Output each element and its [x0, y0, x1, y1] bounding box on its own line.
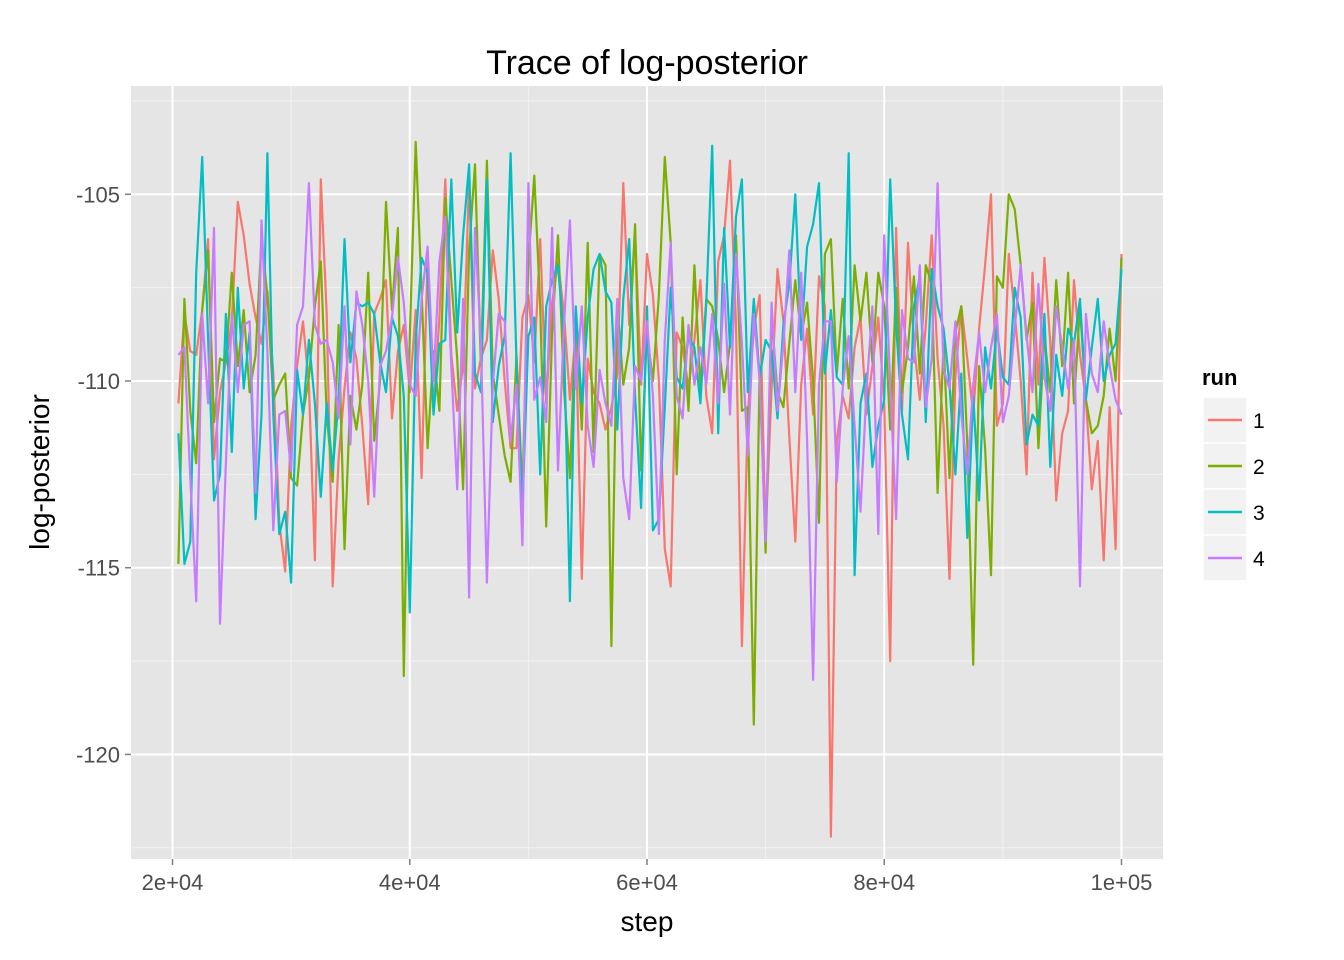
legend: run 1 2 3 4 — [1202, 365, 1265, 582]
y-tick-label: -105 — [76, 182, 120, 207]
legend-label: 4 — [1253, 548, 1265, 571]
y-tick-label: -115 — [78, 556, 120, 581]
x-tick-label: 6e+04 — [616, 870, 678, 895]
y-axis-ticks: -105 -110 -115 -120 — [76, 182, 131, 767]
x-axis-ticks: 2e+04 4e+04 6e+04 8e+04 1e+05 — [142, 859, 1153, 895]
legend-label: 1 — [1253, 410, 1265, 433]
chart-title: Trace of log-posterior — [486, 44, 808, 82]
series-line-run-4 — [177, 182, 1123, 681]
series-lines — [177, 140, 1123, 838]
series-line-run-3 — [177, 144, 1123, 614]
x-tick-label: 1e+05 — [1091, 870, 1153, 895]
y-tick-label: -110 — [78, 369, 120, 394]
legend-title: run — [1202, 365, 1237, 390]
x-tick-label: 8e+04 — [853, 870, 915, 895]
x-axis-title: step — [621, 906, 674, 937]
y-axis-title: log-posterior — [24, 394, 55, 550]
y-tick-label: -120 — [76, 742, 120, 767]
legend-label: 2 — [1253, 456, 1265, 479]
legend-label: 3 — [1253, 502, 1265, 525]
series-line-run-1 — [177, 159, 1123, 838]
x-tick-label: 4e+04 — [379, 870, 441, 895]
x-tick-label: 2e+04 — [142, 870, 204, 895]
